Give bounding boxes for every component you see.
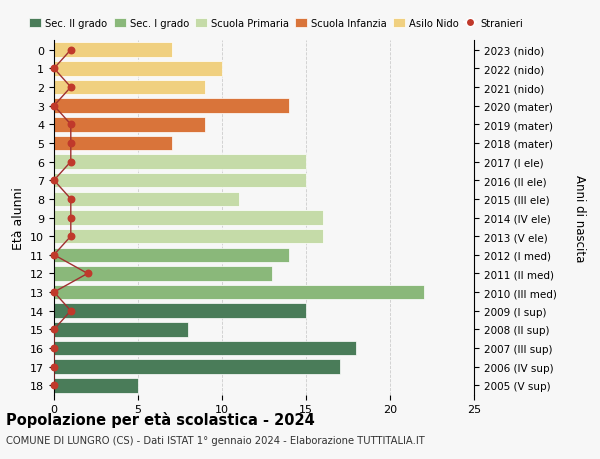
Point: [66, 196, 76, 203]
Bar: [54, 267, 272, 281]
Bar: [54, 248, 289, 263]
Bar: [54, 99, 289, 114]
Point: [66, 158, 76, 166]
Point: [49, 103, 59, 110]
Point: [66, 308, 76, 315]
Point: [66, 233, 76, 241]
Text: COMUNE DI LUNGRO (CS) - Dati ISTAT 1° gennaio 2024 - Elaborazione TUTTITALIA.IT: COMUNE DI LUNGRO (CS) - Dati ISTAT 1° ge…: [6, 435, 425, 445]
Bar: [54, 230, 323, 244]
Point: [49, 382, 59, 389]
Bar: [54, 43, 172, 58]
Bar: [54, 62, 222, 77]
Point: [49, 66, 59, 73]
Point: [66, 84, 76, 91]
Bar: [54, 378, 138, 393]
Bar: [54, 192, 239, 207]
Bar: [54, 155, 306, 169]
Point: [66, 121, 76, 129]
Bar: [54, 341, 356, 355]
Bar: [54, 118, 205, 132]
Point: [49, 345, 59, 352]
Y-axis label: Età alunni: Età alunni: [11, 187, 25, 249]
Point: [49, 363, 59, 370]
Point: [83, 270, 92, 278]
Y-axis label: Anni di nascita: Anni di nascita: [573, 174, 586, 262]
Bar: [54, 136, 172, 151]
Point: [66, 47, 76, 54]
Bar: [54, 304, 306, 318]
Text: Popolazione per età scolastica - 2024: Popolazione per età scolastica - 2024: [6, 412, 315, 428]
Point: [66, 214, 76, 222]
Point: [49, 252, 59, 259]
Point: [49, 289, 59, 296]
Legend: Sec. II grado, Sec. I grado, Scuola Primaria, Scuola Infanzia, Asilo Nido, Stran: Sec. II grado, Sec. I grado, Scuola Prim…: [25, 15, 527, 33]
Bar: [54, 322, 188, 337]
Point: [49, 177, 59, 185]
Bar: [54, 211, 323, 225]
Point: [49, 326, 59, 333]
Bar: [54, 285, 424, 300]
Bar: [54, 174, 306, 188]
Point: [66, 140, 76, 147]
Bar: [54, 81, 205, 95]
Bar: [54, 359, 340, 374]
